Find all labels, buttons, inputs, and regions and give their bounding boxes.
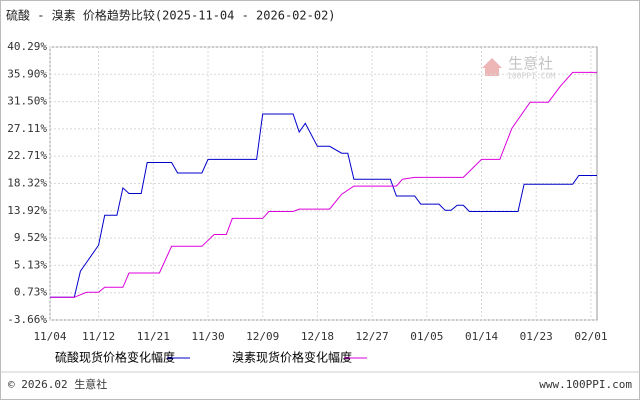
y-tick-label: 13.92%: [7, 204, 47, 217]
legend-label: 溴素现货价格变化幅度: [232, 350, 352, 365]
x-tick-label: 01/05: [410, 330, 443, 343]
x-tick-label: 11/12: [82, 330, 115, 343]
watermark: 生意社 100PPI.COM: [482, 55, 555, 81]
series-line: [50, 113, 597, 298]
y-tick-label: -3.66%: [7, 313, 47, 326]
plot: 40.29% 35.90% 31.50% 27.11% 22.71% 18.32% 13.9…: [7, 40, 607, 365]
footer-right: www.100PPI.com: [539, 378, 632, 391]
footer-left: © 2026.02 生意社: [8, 377, 107, 391]
x-tick-label: 11/04: [33, 330, 66, 343]
y-tick-label: 27.11%: [7, 122, 47, 135]
y-tick-label: 31.50%: [7, 95, 47, 108]
y-tick-label: 40.29%: [7, 40, 47, 53]
x-tick-label: 01/14: [465, 330, 498, 343]
watermark-text: 生意社: [508, 55, 553, 73]
x-tick-label: 11/21: [137, 330, 170, 343]
legend-label: 硫酸现货价格变化幅度: [55, 350, 175, 365]
x-tick-label: 02/01: [574, 330, 607, 343]
chart-title: 硫酸 - 溴素 价格趋势比较(2025-11-04 - 2026-02-02): [6, 8, 336, 23]
y-tick-label: 35.90%: [7, 67, 47, 80]
x-tick-label: 12/09: [246, 330, 279, 343]
y-tick-label: 9.52%: [14, 231, 47, 244]
series-line: [50, 71, 597, 298]
y-tick-label: 0.73%: [14, 286, 47, 299]
x-tick-label: 11/30: [191, 330, 224, 343]
x-tick-label: 01/23: [520, 330, 553, 343]
watermark-sub: 100PPI.COM: [507, 72, 555, 81]
y-tick-label: 22.71%: [7, 149, 47, 162]
y-tick-label: 18.32%: [7, 176, 47, 189]
watermark-icon: [482, 58, 502, 76]
x-tick-label: 12/27: [356, 330, 389, 343]
x-tick-label: 12/18: [301, 330, 334, 343]
y-tick-label: 5.13%: [14, 258, 47, 271]
